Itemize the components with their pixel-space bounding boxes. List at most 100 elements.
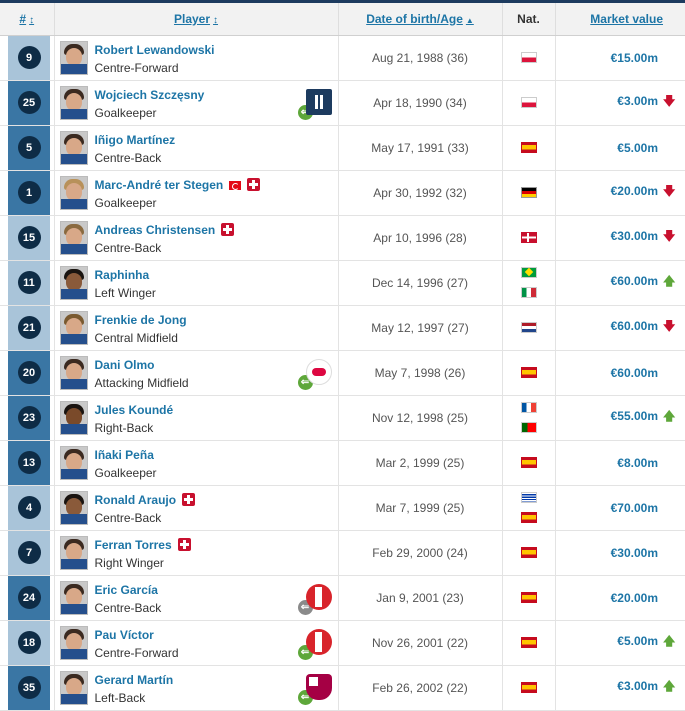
- market-value-link[interactable]: €55.00m: [610, 409, 658, 423]
- market-value-link[interactable]: €5.00m: [617, 140, 658, 155]
- player-name-link[interactable]: Gerard Martín: [94, 672, 174, 687]
- number-cell-defender: 4: [8, 485, 50, 530]
- player-photo[interactable]: [59, 175, 88, 210]
- number-cell-forward: 7: [8, 530, 50, 575]
- player-photo[interactable]: [59, 625, 88, 660]
- shirt-number: 35: [17, 676, 41, 699]
- player-position: Centre-Forward: [94, 60, 179, 75]
- table-row: 18 Pau Víctor Centre-Forward ⇐ Nov 26, 2…: [0, 620, 685, 666]
- value-down-icon: 🡇: [663, 184, 676, 198]
- player-name-link[interactable]: Raphinha: [94, 267, 150, 282]
- player-name-link[interactable]: Frenkie de Jong: [94, 312, 187, 327]
- market-value-link[interactable]: €60.00m: [610, 365, 658, 380]
- player-name-link[interactable]: Marc-André ter Stegen: [95, 177, 261, 192]
- player-position: Centre-Back: [94, 510, 162, 525]
- player-photo[interactable]: [59, 400, 88, 435]
- girona-club-logo-icon[interactable]: [305, 583, 332, 610]
- market-value-sort-link[interactable]: Market value: [590, 11, 663, 26]
- market-value-link[interactable]: €3.00m: [617, 94, 658, 108]
- column-header-number[interactable]: # ↕: [0, 3, 54, 36]
- player-name-link[interactable]: Jules Koundé: [94, 402, 174, 417]
- value-up-icon: 🡅: [663, 634, 676, 648]
- player-photo[interactable]: [59, 130, 88, 165]
- market-value-link[interactable]: €15.00m: [610, 50, 658, 65]
- value-down-icon: 🡇: [663, 229, 676, 243]
- shirt-number: 25: [17, 91, 41, 114]
- date-of-birth: Aug 21, 1988 (36): [337, 35, 502, 81]
- value-down-icon: 🡇: [663, 94, 676, 108]
- column-header-player[interactable]: Player ↕: [53, 3, 338, 36]
- sort-both-icon: ↕: [29, 14, 35, 26]
- player-name-link[interactable]: Iñaki Peña: [94, 447, 154, 462]
- table-row: 13 Iñaki Peña Goalkeeper Mar 2, 1999 (25…: [0, 440, 685, 486]
- market-value-link[interactable]: €30.00m: [610, 545, 658, 560]
- date-of-birth: Nov 12, 1998 (25): [337, 395, 502, 441]
- player-name-link[interactable]: Dani Olmo: [94, 357, 155, 372]
- juventus-club-logo-icon[interactable]: [305, 88, 332, 115]
- column-header-nationality: Nat.: [501, 3, 555, 36]
- table-row: 9 Robert Lewandowski Centre-Forward Aug …: [0, 35, 685, 81]
- barcelona-club-logo-icon[interactable]: [305, 673, 332, 700]
- column-header-market-value[interactable]: Market value: [554, 3, 685, 36]
- table-row: 35 Gerard Martín Left-Back ⇐ Feb 26, 200…: [0, 665, 685, 711]
- player-name-link[interactable]: Ferran Torres: [95, 537, 191, 552]
- market-value-link[interactable]: €30.00m: [610, 229, 658, 243]
- date-of-birth: Feb 29, 2000 (24): [337, 530, 502, 576]
- dob-sort-link[interactable]: Date of birth/Age ▲: [366, 11, 474, 26]
- sort-ascending-icon: ▲: [465, 15, 474, 25]
- player-position: Goalkeeper: [94, 105, 157, 120]
- player-photo[interactable]: [59, 265, 88, 300]
- injury-icon[interactable]: [177, 537, 191, 551]
- injury-icon[interactable]: [182, 492, 196, 506]
- market-value-link[interactable]: €70.00m: [610, 500, 658, 515]
- player-name-link[interactable]: Iñigo Martínez: [94, 132, 176, 147]
- player-photo[interactable]: [59, 490, 88, 525]
- rb-leipzig-club-logo-icon[interactable]: [305, 358, 332, 385]
- table-row: 7 Ferran Torres Right Winger Feb 29, 200…: [0, 530, 685, 576]
- market-value-link[interactable]: €60.00m: [610, 319, 658, 333]
- shirt-number: 18: [17, 631, 41, 654]
- player-photo[interactable]: [59, 85, 88, 120]
- market-value-link[interactable]: €20.00m: [610, 590, 658, 605]
- market-value-link[interactable]: €8.00m: [617, 455, 658, 470]
- table-row: 5 Iñigo Martínez Centre-Back May 17, 199…: [0, 125, 685, 171]
- date-of-birth: May 17, 1991 (33): [337, 125, 502, 171]
- player-name-link[interactable]: Pau Víctor: [94, 627, 154, 642]
- player-position: Central Midfield: [94, 330, 178, 345]
- player-name-link[interactable]: Robert Lewandowski: [94, 42, 215, 57]
- player-position: Goalkeeper: [94, 195, 157, 210]
- player-photo[interactable]: [59, 310, 88, 345]
- injury-icon[interactable]: [221, 222, 235, 236]
- market-value-link[interactable]: €60.00m: [610, 274, 658, 288]
- player-name-link[interactable]: Ronald Araujo: [95, 492, 196, 507]
- injury-icon[interactable]: [247, 177, 261, 191]
- shirt-number: 11: [17, 271, 41, 294]
- player-photo[interactable]: [59, 40, 88, 75]
- market-value-link[interactable]: €3.00m: [617, 679, 658, 693]
- date-of-birth: Apr 10, 1996 (28): [337, 215, 502, 261]
- shirt-number: 9: [17, 46, 41, 69]
- player-name-link[interactable]: Eric García: [94, 582, 158, 597]
- column-header-dob[interactable]: Date of birth/Age ▲: [337, 3, 502, 36]
- player-position: Left Winger: [94, 285, 156, 300]
- shirt-number: 23: [17, 406, 41, 429]
- player-photo[interactable]: [59, 670, 88, 705]
- girona-club-logo-icon[interactable]: [305, 628, 332, 655]
- market-value-link[interactable]: €5.00m: [617, 634, 658, 648]
- player-photo[interactable]: [59, 535, 88, 570]
- date-of-birth: Apr 18, 1990 (34): [337, 80, 502, 126]
- shirt-number: 13: [17, 451, 41, 474]
- number-cell-midfielder: 21: [8, 305, 50, 350]
- player-photo[interactable]: [59, 580, 88, 615]
- player-sort-link[interactable]: Player ↕: [173, 11, 219, 26]
- market-value-link[interactable]: €20.00m: [610, 184, 658, 198]
- player-photo[interactable]: [59, 445, 88, 480]
- player-photo[interactable]: [59, 220, 88, 255]
- player-name-link[interactable]: Andreas Christensen: [95, 222, 235, 237]
- sort-both-icon: ↕: [213, 14, 219, 26]
- number-sort-link[interactable]: # ↕: [19, 11, 35, 26]
- player-name-link[interactable]: Wojciech Szczęsny: [94, 87, 205, 102]
- player-position: Centre-Back: [94, 150, 162, 165]
- player-photo[interactable]: [59, 355, 88, 390]
- shirt-number: 24: [17, 586, 41, 609]
